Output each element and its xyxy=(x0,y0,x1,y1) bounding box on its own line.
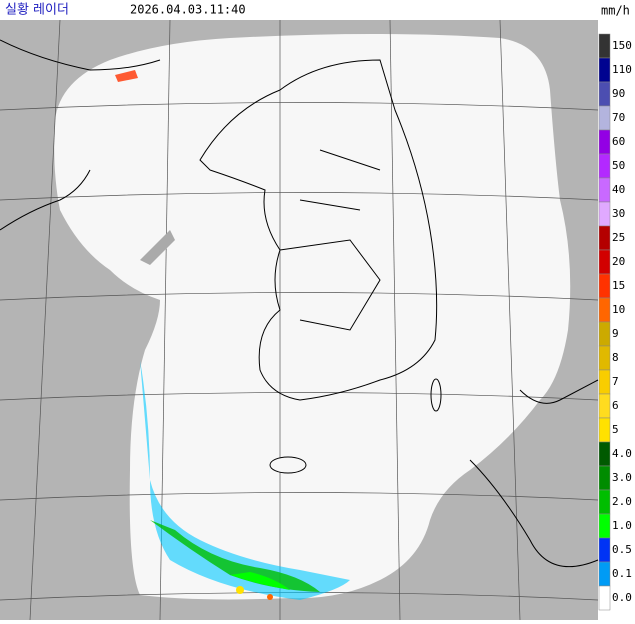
unit-label: mm/h xyxy=(601,4,630,18)
radar-coverage xyxy=(54,34,571,600)
legend-swatch xyxy=(598,561,611,587)
legend-label: 7 xyxy=(612,375,619,388)
legend-swatch xyxy=(598,513,611,539)
legend-swatch xyxy=(598,489,611,515)
legend-swatch xyxy=(598,153,611,179)
legend-label: 6 xyxy=(612,399,619,412)
legend-swatch xyxy=(598,345,611,371)
rain-echo xyxy=(115,70,350,600)
legend-swatch xyxy=(598,105,611,131)
legend-label: 15 xyxy=(612,279,625,292)
legend-label: 0.0 xyxy=(612,591,632,604)
legend-label: 90 xyxy=(612,87,625,100)
legend-swatch xyxy=(598,273,611,299)
legend-label: 4.0 xyxy=(612,447,632,460)
legend-label: 110 xyxy=(612,63,632,76)
legend-swatch xyxy=(598,33,611,59)
title: 실황 레이더 xyxy=(5,3,69,18)
legend-label: 60 xyxy=(612,135,625,148)
legend-swatch xyxy=(598,321,611,347)
legend-swatch xyxy=(598,393,611,419)
legend-swatch xyxy=(598,225,611,251)
legend-label: 20 xyxy=(612,255,625,268)
legend-swatch xyxy=(598,129,611,155)
legend-swatch xyxy=(598,249,611,275)
legend-label: 8 xyxy=(612,351,619,364)
legend-swatch xyxy=(598,297,611,323)
legend-label: 25 xyxy=(612,231,625,244)
legend-label: 1.0 xyxy=(612,519,632,532)
legend-label: 0.1 xyxy=(612,567,632,580)
legend-label: 9 xyxy=(612,327,619,340)
timestamp: 2026.04.03.11:40 xyxy=(130,3,246,17)
map xyxy=(0,19,599,621)
legend-swatch xyxy=(598,465,611,491)
legend-label: 2.0 xyxy=(612,495,632,508)
legend-label: 70 xyxy=(612,111,625,124)
legend-swatch xyxy=(598,57,611,83)
legend-swatch xyxy=(598,417,611,443)
legend-label: 5 xyxy=(612,423,619,436)
legend-label: 30 xyxy=(612,207,625,220)
grid xyxy=(0,19,599,621)
legend-swatch xyxy=(598,585,611,611)
legend-swatch xyxy=(598,177,611,203)
legend-label: 150 xyxy=(612,39,632,52)
legend-swatch xyxy=(598,441,611,467)
legend: 150 110 90 70 60 50 40 30 25 20 15 10 9 8 7 6 5 4.0 3.0 2.0… xyxy=(598,33,632,611)
legend-label: 0.5 xyxy=(612,543,632,556)
legend-swatch xyxy=(598,201,611,227)
legend-label: 40 xyxy=(612,183,625,196)
legend-label: 3.0 xyxy=(612,471,632,484)
legend-label: 10 xyxy=(612,303,625,316)
legend-swatch xyxy=(598,81,611,107)
legend-swatch xyxy=(598,369,611,395)
legend-swatch xyxy=(598,537,611,563)
legend-label: 50 xyxy=(612,159,625,172)
coastline xyxy=(0,39,599,568)
